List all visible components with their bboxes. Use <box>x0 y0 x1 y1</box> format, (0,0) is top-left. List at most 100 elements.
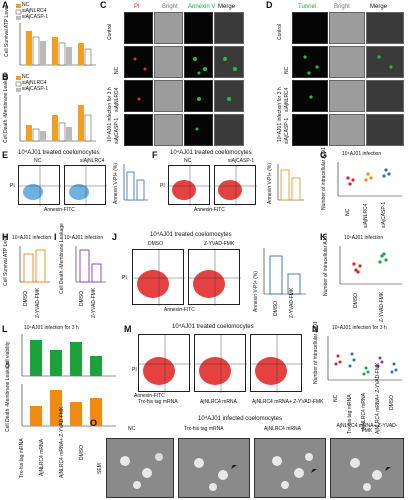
panel-d-row-nlrc4: siAjNLRC4 <box>284 87 290 112</box>
panel-j-xlabel: Annexin-FITC <box>164 307 195 313</box>
flow-plot <box>188 249 241 306</box>
panel-j-plot-dmso: DMSO <box>148 241 163 247</box>
micrograph <box>184 80 213 112</box>
micrograph <box>154 80 183 112</box>
flow-plot <box>132 249 185 306</box>
panel-label-d: D <box>266 0 273 10</box>
micrograph <box>124 114 153 146</box>
panel-b-ylabel: Cell Death -Membrane Leakage <box>3 72 9 143</box>
panel-g-ylabel: Number of intracellular AJ01 <box>321 147 327 210</box>
panel-g-xtick-casp1: siAjCASP-1 <box>381 201 387 228</box>
panel-m-plot-zyvad: AjNLRC4 mRNA+ Z-YVAD-FMK <box>252 399 324 405</box>
panel-c-col-bright: Bright <box>162 4 178 10</box>
panel-o-col-zyvad: AjNLRC4 mRNA+ Z-YVAD-FMK <box>336 423 398 434</box>
panel-h-bars <box>19 246 50 283</box>
panel-j-title: 10⁴AJ01 treated coelomocytes <box>150 232 232 238</box>
panel-l-xtick-dmso: DMSO <box>79 445 85 460</box>
micrograph <box>329 12 365 44</box>
panel-g-xtick-nc: NC <box>345 208 351 216</box>
panel-e: 10⁴AJ01 treated coelomocytes NC siAjNLRC… <box>10 150 150 216</box>
panel-c: PI Bright Annexin V Merge Control 10⁴AJ0… <box>107 2 246 147</box>
panel-o-col-nc: NC <box>128 426 136 432</box>
micrograph <box>184 114 213 146</box>
panel-label-j: J <box>112 232 118 242</box>
panel-l-title: 10⁴AJ01 infection for 3 h <box>24 325 79 331</box>
panel-k: 10⁴AJ01 infection Number of intracellula… <box>323 233 406 322</box>
panel-label-n: N <box>312 324 319 334</box>
sem-image <box>330 438 404 498</box>
panel-o-col-nlrc4: AjNLRC4 mRNA <box>264 426 301 432</box>
panel-l-xtick-zyvad: AjNLRC4 mRNA+ Z-YVAD-FMK <box>59 406 65 478</box>
micrograph <box>124 80 153 112</box>
panel-l-bars-top <box>21 334 116 377</box>
panel-h-xtick-dmso: DMSO <box>23 291 29 306</box>
panel-l-xtick-nlrc4: AjNLRC4 mRNA <box>39 439 45 476</box>
micrograph <box>184 12 213 44</box>
panel-k-dotplot <box>339 246 402 285</box>
panel-h-ylabel: Cell Survival ATP Level <box>3 234 9 286</box>
micrograph <box>154 46 183 78</box>
panel-i-title: 10⁴AJ01 infection <box>64 235 104 241</box>
panel-k-xtick-zyvad: Z-YVAD-FMK <box>379 291 385 322</box>
panel-j-bars <box>263 248 306 295</box>
panel-l-bars-bottom <box>21 384 116 427</box>
micrograph <box>124 12 153 44</box>
panel-i: 10⁴AJ01 infection Cell Death -Membrane L… <box>59 223 108 318</box>
micrograph <box>154 12 183 44</box>
micrograph <box>214 12 244 44</box>
flow-plot <box>138 334 191 393</box>
panel-c-side-label: 10⁴AJ01 infection for 3 h <box>107 87 113 142</box>
panel-b-legend-casp1: siAjCASP-1 <box>22 86 49 92</box>
panel-l: 10⁴AJ01 infection for 3 h Cell viability… <box>4 324 120 442</box>
panel-d-row-nc: NC <box>284 66 290 74</box>
panel-j: 10⁴AJ01 treated coelomocytes DMSO Z-YVAD… <box>120 232 316 318</box>
panel-j-xtick-zyvad: Z-YVAD-FMK <box>289 287 295 318</box>
panel-m: 10⁴AJ01 treated coelomocytes PI Annexin-… <box>132 324 323 416</box>
panel-o-col-trx: Trx-his tag mRNA <box>184 426 224 432</box>
micrograph <box>329 80 365 112</box>
panel-e-xlabel: Annexin-FITC <box>44 207 75 213</box>
panel-k-title: 10⁴AJ01 infection <box>344 235 384 241</box>
micrograph <box>184 46 213 78</box>
panel-label-o: O <box>90 418 98 428</box>
panel-i-xtick-zyvad: Z-YVAD-FMK <box>91 287 97 318</box>
micrograph <box>366 12 404 44</box>
panel-c-row-casp1: siAjCASP-1 <box>114 117 120 144</box>
panel-j-bar-ylabel: Annexin V-PI+ (%) <box>253 271 259 312</box>
panel-d-row-control: Control <box>277 23 283 40</box>
micrograph <box>366 80 404 112</box>
panel-h-xtick-zyvad: Z-YVAD-FMK <box>35 287 41 318</box>
panel-k-xtick-dmso: DMSO <box>353 293 359 308</box>
sem-image <box>178 438 250 498</box>
panel-a-legend-nlrc4: siAjNLRC4 <box>22 8 47 14</box>
panel-e-bar-ylabel: Annexin V-PI+ (%) <box>113 163 119 204</box>
panel-label-i: I <box>54 232 57 242</box>
panel-j-xtick-dmso: DMSO <box>273 301 279 316</box>
panel-i-xtick-dmso: DMSO <box>79 291 85 306</box>
panel-f-bar-ylabel: Annexin V-PI+ (%) <box>267 163 273 204</box>
panel-label-a: A <box>2 0 9 10</box>
panel-b-chart <box>15 76 96 142</box>
panel-label-c: C <box>100 0 107 10</box>
panel-g-dotplot <box>337 162 402 197</box>
panel-a-ylabel: Cell Survival ATP Level <box>4 5 10 57</box>
panel-c-row-nlrc4: siAjNLRC4 <box>114 87 120 112</box>
panel-f-plot-casp1: siAjCASP-1 <box>228 158 255 164</box>
flow-plot <box>168 165 211 206</box>
panel-f-bars <box>277 164 304 201</box>
panel-j-ylabel: PI <box>122 275 127 281</box>
panel-m-plot-nlrc4: AjNLRC4 mRNA <box>200 399 237 405</box>
panel-d-col-bright: Bright <box>334 4 350 10</box>
micrograph <box>292 80 328 112</box>
micrograph <box>124 46 153 78</box>
flow-plot <box>250 334 303 393</box>
panel-f-title: 10⁴AJ01 treated coelomocytes <box>170 150 252 156</box>
panel-d: Tunnel Bright Merge Control 10⁴AJ01 infe… <box>277 2 406 147</box>
panel-g: 10⁴AJ01 infection Number of intracellula… <box>321 147 406 228</box>
panel-l-ylabel-bottom: Cell Death -Membrane Leakage <box>5 361 11 432</box>
panel-f-xlabel: Annexin-FITC <box>194 207 225 213</box>
panel-label-k: K <box>320 232 327 242</box>
panel-k-ylabel: Number of intracellular AJ01 <box>323 233 329 296</box>
panel-d-side-label: 10⁴AJ01 infection for 3 h <box>277 87 283 142</box>
micrograph <box>366 46 404 78</box>
